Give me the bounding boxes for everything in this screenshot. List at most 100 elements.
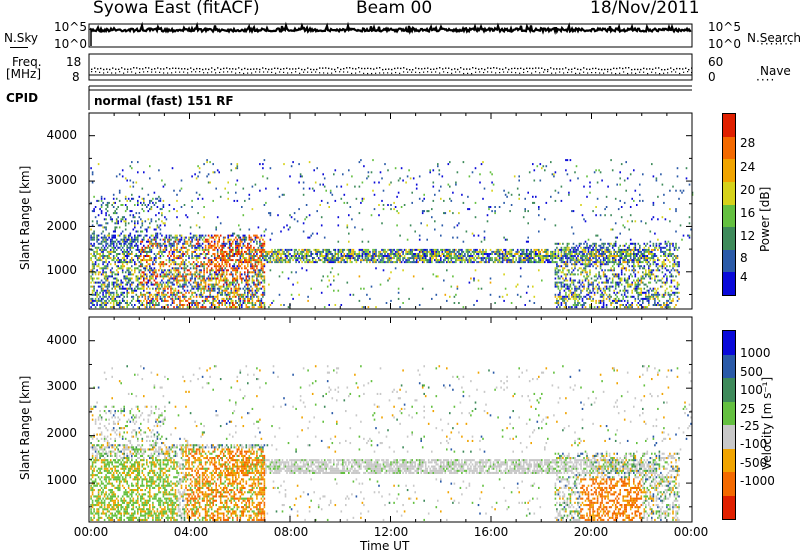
echo-cell [248, 259, 251, 262]
echo-cell [177, 242, 180, 245]
echo-cell [513, 261, 516, 264]
echo-cell [248, 228, 251, 231]
echo-cell [155, 242, 157, 245]
echo-cell [224, 242, 226, 245]
echo-cell [394, 167, 397, 170]
echo-cell [236, 293, 239, 296]
echo-cell [109, 244, 112, 247]
echo-cell [343, 255, 346, 257]
echo-cell [216, 169, 219, 172]
echo-cell [399, 255, 401, 257]
echo-cell [239, 240, 242, 243]
echo-cell [177, 267, 180, 270]
echo-cell [109, 253, 112, 255]
echo-cell [126, 299, 128, 302]
nave-dot [355, 72, 357, 74]
echo-cell [244, 240, 246, 243]
freq-dot [679, 67, 681, 70]
echo-cell [204, 287, 207, 290]
echo-cell [91, 269, 94, 272]
echo-cell [455, 255, 457, 257]
echo-cell [565, 159, 567, 162]
echo-cell [479, 250, 481, 253]
echo-cell [198, 253, 201, 255]
echo-cell [115, 273, 118, 276]
echo-cell [498, 261, 501, 264]
echo-cell [257, 295, 260, 298]
echo-cell [500, 253, 502, 255]
echo-cell [351, 175, 353, 178]
echo-cell [562, 281, 564, 284]
echo-cell [349, 261, 352, 264]
echo-cell [159, 267, 162, 270]
echo-cell [557, 269, 560, 272]
echo-cell [221, 253, 223, 255]
echo-cell [256, 289, 258, 292]
echo-cell [397, 248, 400, 251]
echo-cell [209, 273, 211, 276]
echo-cell [453, 248, 456, 251]
echo-cell [170, 281, 172, 284]
echo-cell [167, 275, 169, 278]
echo-cell [91, 261, 94, 264]
echo-cell [287, 228, 290, 231]
echo-cell [198, 244, 201, 247]
echo-cell [479, 248, 481, 251]
echo-cell [578, 261, 581, 264]
echo-cell [167, 255, 169, 257]
echo-cell [257, 248, 260, 251]
echo-cell [515, 253, 517, 255]
echo-cell [569, 283, 572, 286]
echo-cell [262, 242, 264, 245]
echo-cell [355, 259, 358, 262]
echo-cell [253, 255, 255, 257]
echo-cell [587, 275, 590, 278]
echo-cell [94, 299, 97, 302]
echo-cell [124, 255, 127, 257]
echo-cell [304, 257, 306, 260]
echo-cell [373, 181, 376, 184]
echo-cell [111, 234, 113, 237]
echo-cell [256, 277, 258, 280]
echo-cell [111, 259, 113, 262]
echo-cell [444, 257, 447, 260]
echo-cell [114, 299, 116, 302]
freq-dot [316, 68, 318, 71]
echo-cell [498, 257, 501, 260]
echo-cell [563, 279, 566, 282]
echo-cell [307, 250, 309, 253]
echo-cell [173, 253, 175, 255]
echo-cell [550, 253, 552, 255]
echo-cell [593, 306, 596, 309]
echo-cell [121, 238, 124, 241]
echo-cell [146, 255, 148, 257]
echo-cell [518, 255, 520, 257]
echo-cell [161, 253, 163, 255]
echo-cell [123, 238, 125, 241]
echo-cell [161, 297, 163, 300]
nave-dot [359, 71, 361, 73]
echo-cell [349, 257, 352, 260]
echo-cell [228, 246, 231, 249]
echo-cell [253, 259, 255, 262]
echo-cell [134, 220, 136, 223]
echo-cell [143, 285, 145, 288]
echo-cell [494, 302, 496, 304]
echo-cell [577, 295, 579, 298]
echo-cell [195, 285, 198, 288]
echo-cell [105, 226, 107, 229]
echo-cell [180, 187, 183, 190]
echo-cell [348, 255, 350, 257]
echo-cell [260, 263, 263, 266]
echo-cell [109, 240, 112, 243]
echo-cell [459, 261, 462, 264]
echo-cell [366, 177, 368, 180]
echo-cell [115, 175, 118, 178]
echo-cell [286, 224, 288, 227]
echo-cell [577, 287, 579, 290]
echo-cell [393, 261, 395, 264]
echo-cell [219, 293, 222, 296]
echo-cell [97, 271, 100, 274]
echo-cell [519, 267, 522, 270]
echo-cell [263, 159, 266, 162]
